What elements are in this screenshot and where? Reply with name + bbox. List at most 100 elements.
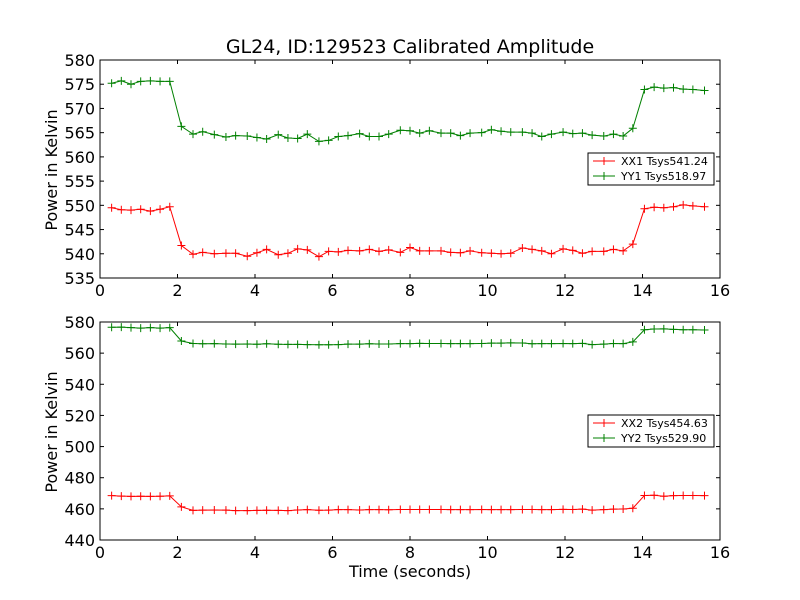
top-series-2-point: [375, 132, 383, 141]
top-series-1-point: [117, 205, 126, 214]
bottom-series-1-point: [189, 506, 197, 515]
bottom-series-1-point: [355, 505, 364, 514]
top-series-1-point: [177, 241, 186, 250]
bottom-series-2-point: [506, 338, 515, 347]
bottom-series-2-point: [650, 325, 659, 334]
bottom-series-2-point: [293, 340, 302, 349]
bottom-y-tick-label: 520: [64, 406, 95, 425]
bottom-series-2-point: [396, 339, 405, 348]
bottom-series-1-point: [334, 505, 343, 514]
top-series-1-point: [518, 243, 527, 252]
bottom-series-1-point: [437, 505, 445, 514]
bottom-series-1-point: [136, 492, 145, 501]
top-series-2-point: [274, 130, 283, 139]
top-series-1-point: [156, 205, 165, 214]
bottom-series-2-point: [283, 340, 292, 349]
top-series-1-point: [609, 245, 618, 254]
bottom-series-2-point: [177, 336, 186, 345]
bottom-series-2-point: [679, 325, 688, 334]
top-series-2-point: [293, 134, 302, 143]
bottom-series-2-point: [425, 339, 434, 348]
bottom-panel: 0 2 4 6 8 10 12 14 16 440 460 480 500 520 540 560 580 XX…: [42, 313, 730, 581]
top-series-2-point: [640, 85, 649, 94]
top-series-1-point: [198, 248, 207, 257]
top-series-2-point: [497, 127, 506, 136]
top-y-tick-label: 570: [64, 99, 95, 118]
bottom-series-1-point: [466, 505, 475, 514]
bottom-x-tick-label: 2: [172, 543, 182, 562]
bottom-series-2-point: [559, 339, 568, 348]
top-series-1-point: [588, 247, 597, 256]
bottom-series-1-point: [425, 505, 434, 514]
top-series-2-point: [679, 85, 688, 94]
top-series-2-point: [177, 122, 186, 131]
top-y-tick-label: 560: [64, 148, 95, 167]
bottom-y-tick-label: 480: [64, 469, 95, 488]
top-series-1-point: [487, 249, 496, 258]
top-series-1-point: [688, 201, 697, 210]
bottom-series-2-point: [314, 340, 323, 349]
top-series-2-point: [334, 132, 343, 141]
bottom-series-1-point: [156, 492, 165, 501]
bottom-series-1-point: [588, 506, 597, 515]
bottom-series-1-point: [640, 491, 649, 500]
top-y-tick-label: 545: [64, 221, 95, 240]
top-series-1-point: [262, 245, 271, 254]
bottom-series-2-point: [588, 340, 597, 349]
top-series-2-point: [117, 76, 126, 85]
bottom-x-tick-label: 16: [710, 543, 730, 562]
bottom-series-1-point: [477, 505, 486, 514]
top-x-tick-label: 16: [710, 281, 730, 300]
top-series-2-point: [588, 131, 597, 140]
bottom-series-1-point: [127, 492, 135, 501]
bottom-series-1-point: [506, 505, 515, 514]
top-series-1-point: [640, 204, 649, 213]
bottom-series-2-point: [210, 339, 219, 348]
top-series-2-point: [559, 128, 568, 137]
top-series-2-point: [628, 124, 637, 133]
bottom-series-2-point: [537, 339, 546, 348]
top-series-2-point: [609, 130, 618, 139]
top-series-1-point: [314, 252, 323, 261]
bottom-series-1-point: [243, 506, 252, 515]
bottom-series-1-point: [518, 505, 527, 514]
bottom-series-2-point: [384, 339, 393, 348]
bottom-series-1-point: [324, 506, 333, 515]
bottom-series-2-point: [547, 339, 556, 348]
bottom-series-2-point: [189, 339, 197, 348]
bottom-series-2-point: [303, 340, 312, 349]
bottom-series-1-point: [559, 505, 568, 514]
bottom-series-2-point: [477, 339, 486, 348]
bottom-y-tick-label: 440: [64, 531, 95, 550]
top-series-2-point: [700, 86, 709, 95]
top-y-tick-label: 550: [64, 196, 95, 215]
top-series-2-point: [506, 128, 515, 137]
bottom-y-tick-label: 540: [64, 375, 95, 394]
bottom-series-1-point: [365, 505, 374, 514]
top-series-1-point: [344, 246, 352, 255]
top-series-1-point: [700, 202, 709, 211]
bottom-series-2-point: [466, 339, 475, 348]
top-series-2-point: [303, 130, 312, 139]
bottom-series-2-point: [456, 339, 465, 348]
top-series-2-point: [688, 85, 697, 94]
top-panel-y-axis-label: Power in Kelvin: [42, 109, 61, 230]
top-legend-marker: [600, 172, 608, 180]
bottom-x-tick-label: 14: [632, 543, 652, 562]
bottom-series-2-point: [198, 339, 207, 348]
x-axis-label: Time (seconds): [348, 562, 471, 581]
top-series-1-point: [355, 246, 364, 255]
top-series-1-point: [537, 246, 546, 255]
top-series-2-point: [518, 128, 527, 137]
top-series-1-point: [396, 248, 405, 257]
top-x-tick-label: 0: [95, 281, 105, 300]
top-series-2-point: [669, 83, 678, 92]
top-series-1-point: [165, 202, 174, 211]
top-series-2-point: [127, 80, 135, 89]
top-legend-box: [587, 152, 715, 186]
top-series-1-point: [415, 246, 424, 255]
bottom-legend-label: YY2 Tsys529.90: [620, 432, 706, 445]
bottom-series-2-point: [334, 340, 343, 349]
top-series-1-point: [425, 246, 434, 255]
top-series-1-point: [619, 246, 628, 255]
